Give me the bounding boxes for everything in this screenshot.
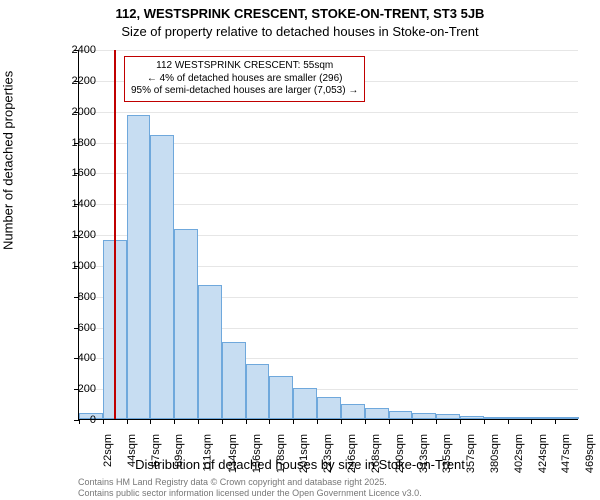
annotation-line: ← 4% of detached houses are smaller (296… xyxy=(131,73,358,86)
y-tick-label: 0 xyxy=(36,414,96,426)
annotation-line: 112 WESTSPRINK CRESCENT: 55sqm xyxy=(131,60,358,73)
y-tick-label: 1600 xyxy=(36,167,96,179)
y-tick-label: 200 xyxy=(36,383,96,395)
y-tick-label: 600 xyxy=(36,322,96,334)
histogram-bar xyxy=(341,404,365,419)
x-tick-mark xyxy=(293,419,294,424)
histogram-bar xyxy=(484,417,508,419)
x-tick-mark xyxy=(127,419,128,424)
x-tick-mark xyxy=(341,419,342,424)
histogram-bar xyxy=(269,376,293,419)
histogram-bar xyxy=(222,342,246,419)
histogram-bar xyxy=(293,388,317,419)
histogram-bar xyxy=(150,135,174,419)
y-tick-label: 1000 xyxy=(36,260,96,272)
histogram-bar xyxy=(555,417,579,419)
y-axis-label: Number of detached properties xyxy=(1,71,16,250)
y-tick-label: 2400 xyxy=(36,44,96,56)
x-tick-mark xyxy=(389,419,390,424)
chart-title-address: 112, WESTSPRINK CRESCENT, STOKE-ON-TRENT… xyxy=(0,6,600,21)
histogram-bar xyxy=(317,397,341,419)
y-tick-label: 1800 xyxy=(36,137,96,149)
footer-attribution: Contains HM Land Registry data © Crown c… xyxy=(78,477,422,498)
x-tick-mark xyxy=(460,419,461,424)
y-tick-label: 1200 xyxy=(36,229,96,241)
x-tick-mark xyxy=(484,419,485,424)
x-axis-label: Distribution of detached houses by size … xyxy=(0,457,600,472)
histogram-bar xyxy=(460,416,484,419)
chart-subtitle: Size of property relative to detached ho… xyxy=(0,24,600,39)
footer-line-2: Contains public sector information licen… xyxy=(78,488,422,498)
annotation-line: 95% of semi-detached houses are larger (… xyxy=(131,85,358,98)
histogram-bar xyxy=(412,413,436,419)
chart-container: 112, WESTSPRINK CRESCENT, STOKE-ON-TRENT… xyxy=(0,0,600,500)
x-tick-mark xyxy=(412,419,413,424)
histogram-bar xyxy=(127,115,151,419)
histogram-bar xyxy=(365,408,389,419)
x-tick-mark xyxy=(150,419,151,424)
footer-line-1: Contains HM Land Registry data © Crown c… xyxy=(78,477,422,487)
x-tick-mark xyxy=(174,419,175,424)
x-tick-mark xyxy=(103,419,104,424)
x-tick-mark xyxy=(269,419,270,424)
y-tick-label: 2200 xyxy=(36,75,96,87)
y-tick-label: 1400 xyxy=(36,198,96,210)
y-tick-label: 800 xyxy=(36,291,96,303)
y-tick-label: 2000 xyxy=(36,106,96,118)
x-tick-mark xyxy=(198,419,199,424)
histogram-bar xyxy=(389,411,413,419)
histogram-bar xyxy=(508,417,532,419)
x-tick-mark xyxy=(246,419,247,424)
histogram-bar xyxy=(246,364,270,420)
x-tick-mark xyxy=(531,419,532,424)
x-tick-mark xyxy=(436,419,437,424)
x-tick-mark xyxy=(508,419,509,424)
x-tick-mark xyxy=(365,419,366,424)
y-tick-label: 400 xyxy=(36,352,96,364)
annotation-box: 112 WESTSPRINK CRESCENT: 55sqm← 4% of de… xyxy=(124,56,365,102)
x-tick-mark xyxy=(555,419,556,424)
grid-line xyxy=(79,50,578,51)
grid-line xyxy=(79,112,578,113)
plot-area: 112 WESTSPRINK CRESCENT: 55sqm← 4% of de… xyxy=(78,50,578,420)
histogram-bar xyxy=(198,285,222,419)
histogram-bar xyxy=(436,414,460,419)
property-marker-line xyxy=(114,50,116,419)
histogram-bar xyxy=(174,229,198,419)
histogram-bar xyxy=(531,417,555,419)
x-tick-mark xyxy=(222,419,223,424)
x-tick-mark xyxy=(317,419,318,424)
